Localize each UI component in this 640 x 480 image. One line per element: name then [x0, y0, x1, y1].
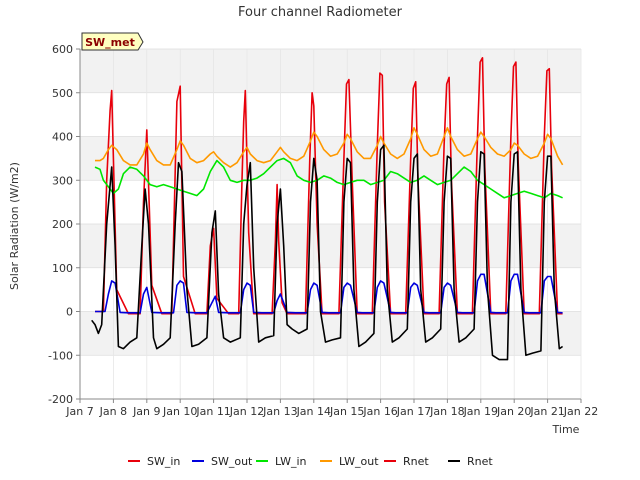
x-tick-label: Jan 18	[429, 405, 464, 418]
y-tick-label: 0	[66, 306, 73, 319]
grid-lines	[79, 48, 582, 400]
legend-item-3: LW_out	[320, 455, 379, 468]
legend-label: LW_out	[339, 455, 379, 468]
legend-item-2: LW_in	[256, 455, 307, 468]
x-tick-label: Jan 15	[329, 405, 364, 418]
x-tick-label: Jan 21	[529, 405, 564, 418]
series-line-lw_out	[95, 127, 564, 168]
y-tick-label: 600	[52, 43, 73, 56]
legend-item-1: SW_out	[192, 455, 253, 468]
x-tick-label: Jan 12	[229, 405, 264, 418]
x-tick-label: Jan 9	[132, 405, 160, 418]
y-axis-title: Solar Radiation (W/m2)	[8, 162, 21, 290]
series-line-rnet	[91, 144, 564, 361]
x-tick-label: Jan 13	[262, 405, 297, 418]
legend: SW_in SW_out LW_in LW_out Rnet Rnet	[128, 455, 493, 468]
y-tick-label: -200	[48, 393, 73, 406]
badge-box	[81, 32, 144, 51]
x-tick-label: Jan 11	[195, 405, 230, 418]
legend-label: LW_in	[275, 455, 307, 468]
legend-item-0: SW_in	[128, 455, 180, 468]
legend-label: Rnet	[403, 455, 429, 468]
y-tick-label: 500	[52, 87, 73, 100]
x-tick-label: Jan 10	[162, 405, 197, 418]
y-tick-label: 100	[52, 262, 73, 275]
plot-band	[80, 224, 581, 268]
plot-band	[80, 49, 581, 93]
legend-item-4: Rnet	[384, 455, 429, 468]
x-tick-label: Jan 16	[362, 405, 397, 418]
y-tick-label: 400	[52, 131, 73, 144]
x-tick-label: Jan 22	[563, 405, 598, 418]
legend-label: SW_in	[147, 455, 180, 468]
sw-met-badge: SW_met	[81, 32, 144, 51]
x-tick-label: Jan 19	[463, 405, 498, 418]
tick-labels: -200 -100 0 100 200 300 400 500 600 Jan 7 Jan 8 Jan…	[48, 43, 598, 418]
x-tick-label: Jan 7	[65, 405, 93, 418]
legend-item-5: Rnet	[448, 455, 493, 468]
x-axis-title: Time	[552, 423, 580, 436]
x-tick-label: Jan 17	[396, 405, 431, 418]
legend-label: Rnet	[467, 455, 493, 468]
series-line-sw_in	[95, 56, 563, 315]
series-lines	[91, 56, 564, 361]
chart-title: Four channel Radiometer	[238, 5, 403, 20]
y-tick-label: -100	[48, 349, 73, 362]
x-tick-label: Jan 20	[496, 405, 531, 418]
plot-band	[80, 136, 581, 181]
y-tick-label: 200	[52, 218, 73, 231]
x-tick-label: Jan 8	[99, 405, 127, 418]
plot-band	[80, 311, 581, 356]
legend-label: SW_out	[211, 455, 253, 468]
x-tick-label: Jan 14	[296, 405, 331, 418]
y-tick-label: 300	[52, 174, 73, 187]
badge-label: SW_met	[85, 36, 135, 49]
